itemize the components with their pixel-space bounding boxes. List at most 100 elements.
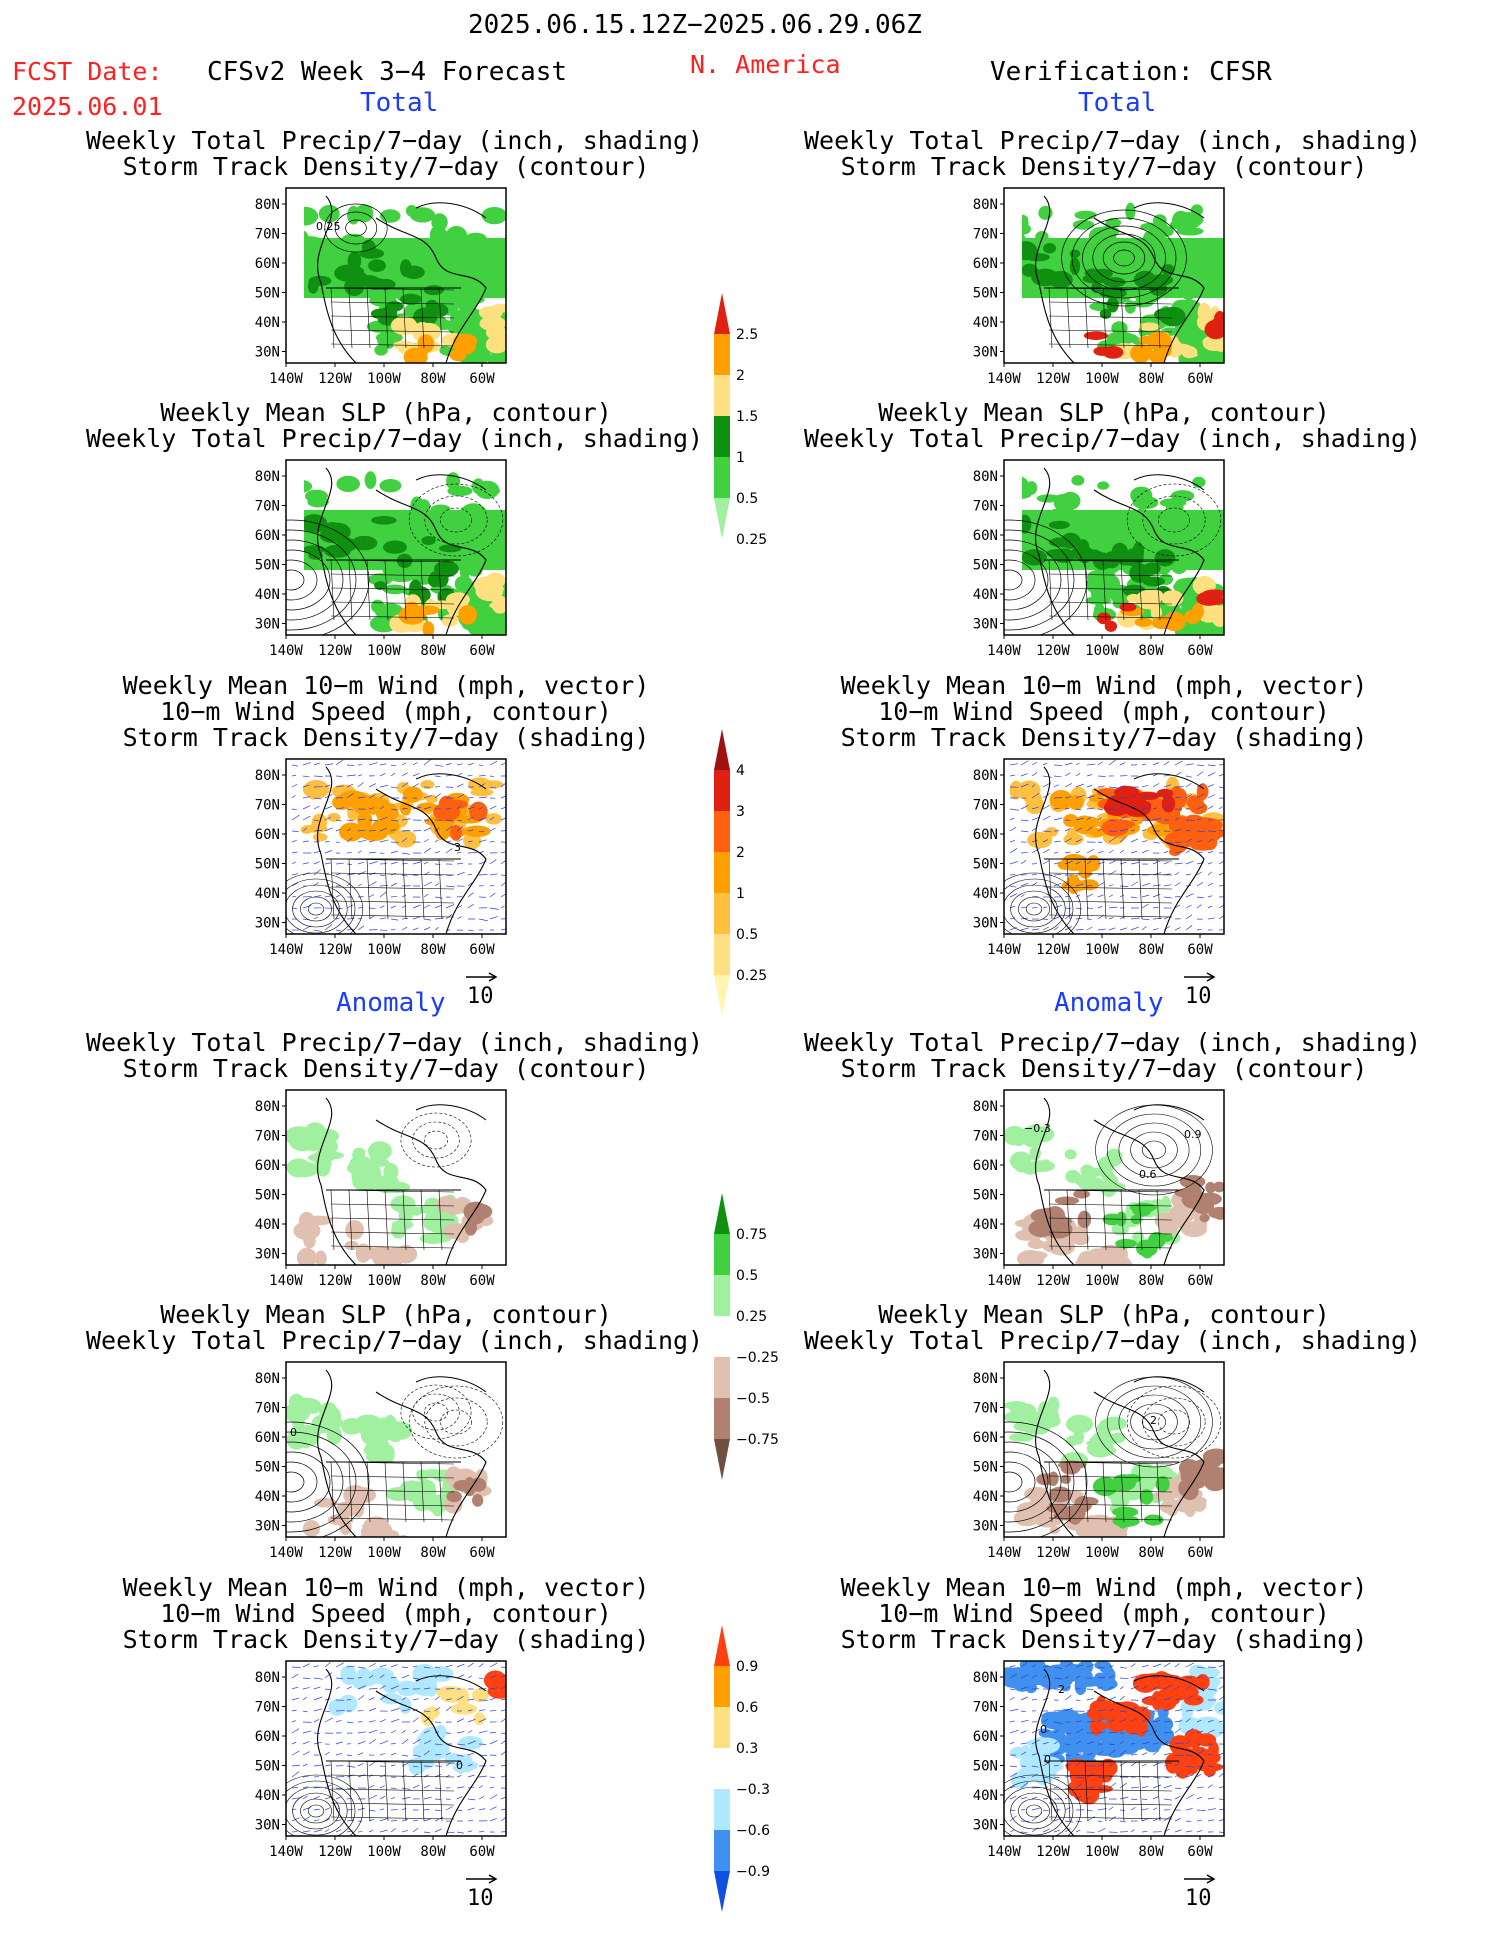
section-total-left: Total bbox=[360, 88, 438, 118]
lat-tick-label: 50N bbox=[973, 1188, 998, 1204]
lat-tick-label: 30N bbox=[973, 1247, 998, 1263]
lat-tick-label: 50N bbox=[255, 1188, 280, 1204]
lat-tick-label: 50N bbox=[973, 857, 998, 873]
lon-tick-label: 80W bbox=[1138, 371, 1164, 387]
panel-title-l4: Weekly Total Precip/7−day (inch, shading… bbox=[86, 1030, 686, 1082]
lat-tick-label: 40N bbox=[973, 587, 998, 603]
lat-tick-label: 40N bbox=[255, 1489, 280, 1505]
panel-title-r3: Weekly Mean 10−m Wind (mph, vector) 10−m… bbox=[804, 673, 1404, 751]
colorbar-label: 1 bbox=[736, 450, 745, 466]
lon-tick-label: 80W bbox=[420, 371, 446, 387]
arrow-right-icon bbox=[1183, 972, 1217, 982]
colorbar-swatch bbox=[714, 811, 730, 852]
lon-tick-label: 120W bbox=[318, 1273, 352, 1289]
lat-tick-label: 30N bbox=[973, 617, 998, 633]
lat-tick-label: 50N bbox=[973, 558, 998, 574]
lon-tick-label: 60W bbox=[1187, 1545, 1213, 1561]
colorbar-swatch bbox=[714, 1666, 730, 1707]
colorbar-label: 0.9 bbox=[736, 1659, 758, 1675]
lat-tick-label: 40N bbox=[973, 1217, 998, 1233]
lon-tick-label: 60W bbox=[469, 942, 495, 958]
lat-tick-label: 40N bbox=[973, 1788, 998, 1804]
lon-tick-label: 60W bbox=[1187, 1273, 1213, 1289]
lat-tick-label: 70N bbox=[973, 1401, 998, 1417]
colorbar-label: −0.25 bbox=[736, 1350, 779, 1366]
colorbar-swatch bbox=[714, 1625, 730, 1666]
lat-tick-label: 40N bbox=[255, 886, 280, 902]
lon-tick-label: 140W bbox=[269, 371, 303, 387]
colorbar-swatch bbox=[714, 893, 730, 934]
lon-tick-label: 60W bbox=[469, 643, 495, 659]
lon-tick-label: 80W bbox=[1138, 942, 1164, 958]
map-field: 3 bbox=[269, 759, 509, 945]
colorbar-label: 0.25 bbox=[736, 1309, 767, 1325]
lat-tick-label: 50N bbox=[973, 286, 998, 302]
colorbar-swatch bbox=[714, 457, 730, 498]
panel-title-r2: Weekly Mean SLP (hPa, contour) Weekly To… bbox=[804, 400, 1404, 452]
lon-tick-label: 100W bbox=[1085, 1545, 1119, 1561]
panel-title-l2: Weekly Mean SLP (hPa, contour) Weekly To… bbox=[86, 400, 686, 452]
lon-tick-label: 100W bbox=[367, 1545, 401, 1561]
lon-tick-label: 100W bbox=[1085, 1273, 1119, 1289]
panel-title-l1: Weekly Total Precip/7−day (inch, shading… bbox=[86, 128, 686, 180]
map-field: 0 bbox=[269, 1661, 513, 1847]
colorbar-label: 3 bbox=[736, 804, 745, 820]
colorbar-svg: 2.521.510.50.25 bbox=[712, 268, 792, 564]
arrow-right-icon bbox=[465, 1874, 499, 1884]
section-anomaly-right: Anomaly bbox=[1054, 988, 1164, 1018]
lon-tick-label: 120W bbox=[1036, 1844, 1070, 1860]
colorbar-swatch bbox=[714, 934, 730, 975]
colorbar-swatch bbox=[714, 1789, 730, 1830]
lat-tick-label: 70N bbox=[973, 798, 998, 814]
fcst-date-value: 2025.06.01 bbox=[12, 92, 163, 121]
lon-tick-label: 140W bbox=[269, 1545, 303, 1561]
lon-tick-label: 60W bbox=[1187, 643, 1213, 659]
lon-tick-label: 60W bbox=[1187, 942, 1213, 958]
lat-tick-label: 30N bbox=[255, 1818, 280, 1834]
contour-label: 0 bbox=[290, 1426, 297, 1439]
map-field bbox=[987, 759, 1228, 945]
lat-tick-label: 30N bbox=[973, 916, 998, 932]
colorbar-swatch bbox=[714, 852, 730, 893]
vector-key-r3: 10 bbox=[1183, 963, 1217, 1009]
colorbar-label: 2 bbox=[736, 845, 745, 861]
lon-tick-label: 100W bbox=[1085, 371, 1119, 387]
lon-tick-label: 100W bbox=[367, 643, 401, 659]
lat-tick-label: 30N bbox=[255, 345, 280, 361]
lon-tick-label: 120W bbox=[1036, 1273, 1070, 1289]
lat-tick-label: 40N bbox=[973, 1489, 998, 1505]
lat-tick-label: 60N bbox=[973, 528, 998, 544]
lon-tick-label: 80W bbox=[1138, 1844, 1164, 1860]
colorbar-swatch bbox=[714, 975, 730, 1016]
colorbar-swatch bbox=[714, 498, 730, 539]
lat-tick-label: 70N bbox=[973, 499, 998, 515]
panel-title-l6: Weekly Mean 10−m Wind (mph, vector) 10−m… bbox=[86, 1575, 686, 1653]
colorbar-svg: 0.750.50.25−0.25−0.5−0.75 bbox=[712, 1168, 792, 1505]
arrow-right-icon bbox=[1183, 1874, 1217, 1884]
lon-tick-label: 140W bbox=[987, 643, 1021, 659]
contour-label: 0.9 bbox=[1184, 1128, 1202, 1141]
lat-tick-label: 60N bbox=[255, 1430, 280, 1446]
lat-tick-label: 40N bbox=[255, 315, 280, 331]
colorbar-swatch bbox=[714, 1357, 730, 1398]
panel-title-r5: Weekly Mean SLP (hPa, contour) Weekly To… bbox=[804, 1302, 1404, 1354]
lon-tick-label: 100W bbox=[367, 1273, 401, 1289]
colorbar-swatch bbox=[714, 1707, 730, 1748]
map-field: 0.25 bbox=[286, 188, 519, 370]
lat-tick-label: 70N bbox=[973, 1129, 998, 1145]
lat-tick-label: 80N bbox=[255, 1371, 280, 1387]
colorbar-swatch bbox=[714, 375, 730, 416]
lon-tick-label: 80W bbox=[420, 1273, 446, 1289]
lon-tick-label: 60W bbox=[1187, 1844, 1213, 1860]
